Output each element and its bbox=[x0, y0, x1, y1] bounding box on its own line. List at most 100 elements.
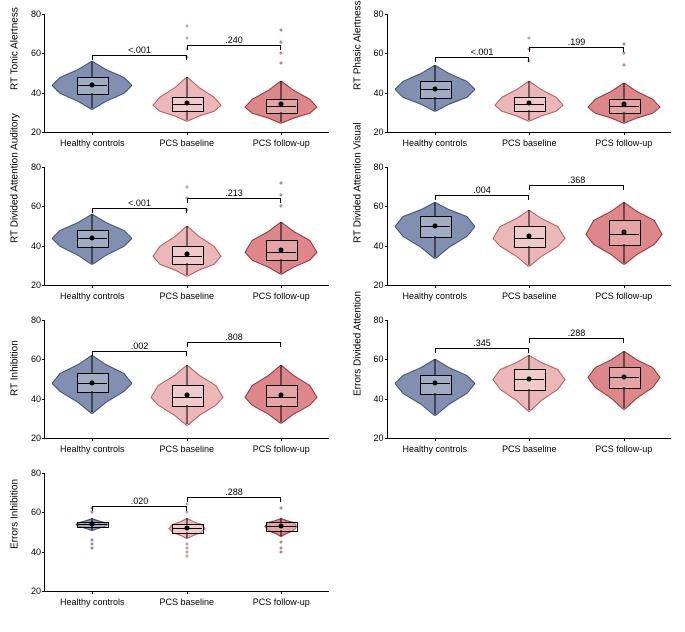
significance-label: .004 bbox=[473, 185, 491, 195]
y-tick-label: 40 bbox=[366, 88, 384, 98]
x-tick-label: Healthy controls bbox=[402, 291, 467, 301]
mean-dot bbox=[90, 522, 95, 527]
x-tick-label: PCS follow-up bbox=[595, 291, 652, 301]
significance-label: <.001 bbox=[128, 45, 151, 55]
y-tick-label: 60 bbox=[23, 354, 41, 364]
y-tick-label: 20 bbox=[366, 433, 384, 443]
panel-6: Errors Inhibition20406080Healthy control… bbox=[10, 469, 333, 614]
significance-bracket bbox=[187, 497, 281, 499]
y-tick-label: 60 bbox=[366, 48, 384, 58]
significance-label: .808 bbox=[225, 332, 243, 342]
mean-dot bbox=[432, 380, 437, 385]
x-tick-label: PCS baseline bbox=[159, 138, 214, 148]
y-tick-label: 20 bbox=[366, 280, 384, 290]
y-tick-label: 60 bbox=[23, 201, 41, 211]
plot-area: 20406080Healthy controlsPCS baselinePCS … bbox=[387, 320, 672, 439]
y-tick-label: 40 bbox=[23, 241, 41, 251]
significance-bracket bbox=[529, 338, 623, 340]
y-axis-label: RT Inhibition bbox=[10, 382, 21, 396]
y-axis-label: RT Tonic Alertness bbox=[10, 76, 21, 90]
x-tick-label: Healthy controls bbox=[402, 444, 467, 454]
x-tick-label: PCS baseline bbox=[159, 291, 214, 301]
x-tick-label: PCS follow-up bbox=[595, 138, 652, 148]
significance-label: <.001 bbox=[471, 47, 494, 57]
panel-5: Errors Divided Attention20406080Healthy … bbox=[353, 316, 676, 461]
y-tick-label: 60 bbox=[366, 201, 384, 211]
mean-dot bbox=[184, 100, 189, 105]
y-tick-label: 80 bbox=[366, 9, 384, 19]
plot-area: 20406080Healthy controlsPCS baselinePCS … bbox=[387, 167, 672, 286]
y-axis-label: RT Phasic Alertness bbox=[352, 76, 363, 90]
y-tick-label: 60 bbox=[366, 354, 384, 364]
y-tick-label: 20 bbox=[366, 127, 384, 137]
y-axis-label: RT Divided Attention Visual bbox=[352, 229, 363, 243]
mean-dot bbox=[279, 247, 284, 252]
mean-dot bbox=[432, 86, 437, 91]
significance-label: <.001 bbox=[128, 198, 151, 208]
significance-bracket bbox=[92, 55, 186, 57]
mean-dot bbox=[432, 224, 437, 229]
mean-dot bbox=[184, 526, 189, 531]
chart-grid: RT Tonic Alertness20406080Healthy contro… bbox=[10, 10, 675, 614]
x-tick-label: PCS baseline bbox=[502, 138, 557, 148]
mean-dot bbox=[527, 100, 532, 105]
significance-bracket bbox=[187, 198, 281, 200]
x-tick-label: PCS baseline bbox=[159, 597, 214, 607]
y-tick-label: 40 bbox=[23, 394, 41, 404]
significance-bracket bbox=[435, 348, 529, 350]
significance-label: .288 bbox=[225, 487, 243, 497]
y-tick-label: 20 bbox=[23, 127, 41, 137]
panel-2: RT Divided Attention Auditory 20406080Hea… bbox=[10, 163, 333, 308]
panel-4: RT Inhibition 20406080Healthy controlsPCS… bbox=[10, 316, 333, 461]
significance-label: .002 bbox=[131, 341, 149, 351]
significance-bracket bbox=[529, 47, 623, 49]
significance-label: .199 bbox=[568, 37, 586, 47]
y-axis-label: Errors Inhibition bbox=[10, 535, 21, 549]
panel-0: RT Tonic Alertness 20406080Healthy contro… bbox=[10, 10, 333, 155]
mean-dot bbox=[621, 375, 626, 380]
violin bbox=[52, 473, 132, 592]
significance-label: .213 bbox=[225, 188, 243, 198]
mean-dot bbox=[184, 251, 189, 256]
significance-bracket bbox=[92, 506, 186, 508]
x-tick-label: PCS follow-up bbox=[253, 291, 310, 301]
significance-bracket bbox=[529, 185, 623, 187]
y-tick-label: 40 bbox=[366, 394, 384, 404]
significance-label: .020 bbox=[131, 496, 149, 506]
mean-dot bbox=[90, 82, 95, 87]
panel-1: RT Phasic Alertness20406080Healthy contr… bbox=[353, 10, 676, 155]
y-tick-label: 80 bbox=[23, 468, 41, 478]
x-tick-label: PCS baseline bbox=[502, 291, 557, 301]
y-tick-label: 20 bbox=[23, 586, 41, 596]
y-tick-label: 80 bbox=[23, 315, 41, 325]
y-axis-label: RT Divided Attention Auditory bbox=[10, 229, 21, 243]
x-tick-label: PCS baseline bbox=[159, 444, 214, 454]
x-tick-label: Healthy controls bbox=[60, 597, 125, 607]
y-tick-label: 40 bbox=[23, 547, 41, 557]
x-tick-label: Healthy controls bbox=[60, 291, 125, 301]
mean-dot bbox=[90, 235, 95, 240]
significance-label: .240 bbox=[225, 35, 243, 45]
significance-bracket bbox=[435, 57, 529, 59]
plot-area: 20406080Healthy controlsPCS baselinePCS … bbox=[44, 167, 329, 286]
mean-dot bbox=[527, 233, 532, 238]
plot-area: 20406080Healthy controlsPCS baselinePCS … bbox=[44, 14, 329, 133]
y-tick-label: 20 bbox=[23, 433, 41, 443]
y-tick-label: 80 bbox=[366, 315, 384, 325]
significance-label: .345 bbox=[473, 338, 491, 348]
y-tick-label: 80 bbox=[23, 162, 41, 172]
y-tick-label: 80 bbox=[23, 9, 41, 19]
mean-dot bbox=[90, 380, 95, 385]
significance-bracket bbox=[187, 45, 281, 47]
plot-area: 20406080Healthy controlsPCS baselinePCS … bbox=[387, 14, 672, 133]
x-tick-label: PCS follow-up bbox=[253, 138, 310, 148]
significance-bracket bbox=[187, 342, 281, 344]
significance-bracket bbox=[435, 195, 529, 197]
plot-area: 20406080Healthy controlsPCS baselinePCS … bbox=[44, 320, 329, 439]
x-tick-label: Healthy controls bbox=[402, 138, 467, 148]
mean-dot bbox=[621, 102, 626, 107]
significance-bracket bbox=[92, 208, 186, 210]
mean-dot bbox=[279, 524, 284, 529]
x-tick-label: PCS baseline bbox=[502, 444, 557, 454]
significance-bracket bbox=[92, 351, 186, 353]
